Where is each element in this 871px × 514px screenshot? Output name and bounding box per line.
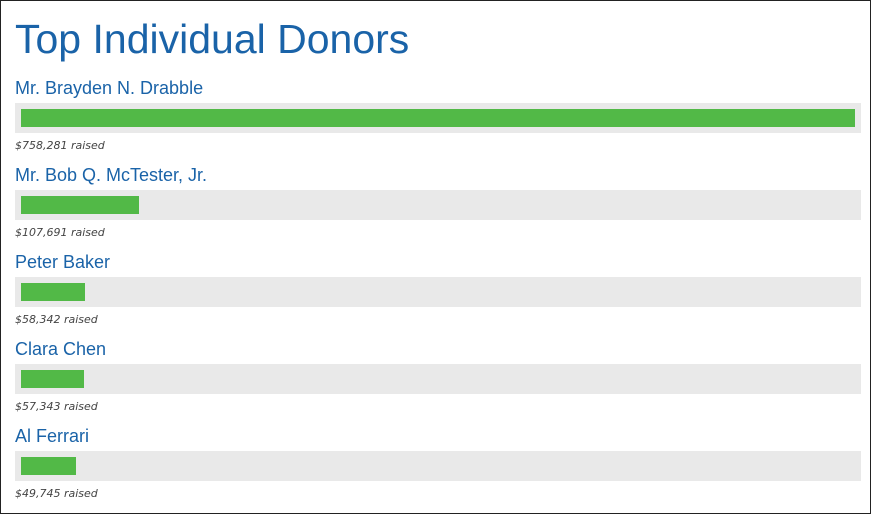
list-item: Clara Chen $57,343 raised [15, 337, 861, 424]
progress-track [15, 190, 861, 220]
donor-name: Peter Baker [15, 252, 111, 272]
progress-track [15, 364, 861, 394]
progress-track [15, 103, 861, 133]
progress-track [15, 277, 861, 307]
donor-name: Al Ferrari [15, 426, 90, 446]
progress-bar-fill [21, 457, 76, 475]
progress-bar-fill [21, 109, 855, 127]
donor-name: Clara Chen [15, 339, 107, 359]
progress-track [15, 451, 861, 481]
progress-bar-fill [21, 196, 139, 214]
list-item: Mr. Brayden N. Drabble $758,281 raised [15, 76, 861, 163]
donor-amount: $107,691 raised [15, 226, 105, 239]
donor-list: Mr. Brayden N. Drabble $758,281 raised M… [15, 76, 861, 510]
donor-amount: $49,745 raised [15, 487, 98, 500]
donor-amount: $58,342 raised [15, 313, 98, 326]
page-title: Top Individual Donors [15, 16, 410, 62]
donor-amount: $57,343 raised [15, 400, 98, 413]
list-item: Al Ferrari $49,745 raised [15, 424, 861, 510]
donor-name: Mr. Bob Q. McTester, Jr. [15, 165, 208, 185]
progress-bar-fill [21, 370, 84, 388]
donor-amount: $758,281 raised [15, 139, 105, 152]
list-item: Mr. Bob Q. McTester, Jr. $107,691 raised [15, 163, 861, 250]
progress-bar-fill [21, 283, 85, 301]
list-item: Peter Baker $58,342 raised [15, 250, 861, 337]
donor-name: Mr. Brayden N. Drabble [15, 78, 204, 98]
